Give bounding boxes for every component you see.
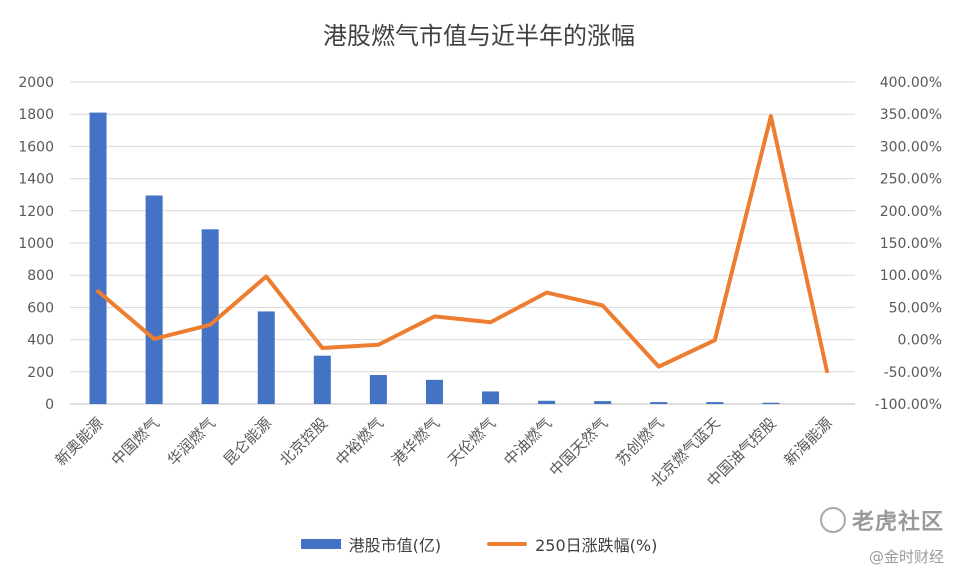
x-tick-label: 新海能源 (781, 414, 836, 469)
x-tick-label: 中油燃气 (500, 414, 555, 469)
y-right-tick-label: 350.00% (880, 107, 942, 123)
watermark-brand: 老虎社区 (819, 504, 944, 536)
y-right-tick-label: 300.00% (880, 139, 942, 155)
y-left-tick-label: 0 (45, 397, 54, 413)
line-series (96, 114, 829, 374)
legend: 港股市值(亿) 250日涨跌幅(%) (0, 532, 958, 556)
line-path (96, 114, 829, 374)
legend-label-market-cap: 港股市值(亿) (348, 536, 442, 555)
x-axis-labels: 新奥能源 中国燃气 华润燃气 昆仑能源 北京控股 中裕燃气 港华燃气 天伦燃气 中油燃气中国天然… (52, 414, 836, 490)
x-tick-label: 天伦燃气 (444, 414, 499, 469)
legend-item-change: 250日涨跌幅(%) (487, 532, 657, 556)
y-left-tick-label: 200 (27, 365, 54, 381)
bar (594, 401, 612, 404)
y-right-tick-label: -100.00% (875, 397, 942, 413)
x-tick-label: 苏创燃气 (612, 414, 667, 469)
y-right-tick-label: 250.00% (880, 172, 942, 188)
chart-title: 港股燃气市值与近半年的涨幅 (323, 22, 635, 50)
y-right-tick-label: -50.00% (884, 365, 942, 381)
y-right-tick-label: 150.00% (880, 236, 942, 252)
legend-bar-swatch (300, 539, 341, 549)
bar-series (89, 112, 780, 404)
legend-item-market-cap: 港股市值(亿) (300, 532, 442, 556)
bar (706, 402, 724, 404)
x-tick-label: 昆仑能源 (220, 414, 275, 469)
tiger-paw-icon (819, 507, 846, 533)
bar (650, 402, 668, 404)
bar (145, 195, 163, 404)
x-tick-label: 新奥能源 (52, 414, 107, 469)
bar (89, 112, 107, 404)
bar (538, 400, 556, 404)
bar (257, 311, 275, 404)
y-right-tick-label: 0.00% (898, 333, 942, 349)
y-right-tick-label: 50.00% (889, 300, 942, 316)
x-tick-label: 北京控股 (276, 414, 331, 469)
y-left-tick-label: 1800 (18, 107, 54, 123)
watermark-brand-text: 老虎社区 (851, 510, 944, 535)
watermark-author: @金时财经 (868, 548, 944, 566)
legend-label-change: 250日涨跌幅(%) (535, 536, 658, 555)
y-left-tick-label: 1600 (18, 139, 54, 155)
y-right-tick-label: 100.00% (880, 268, 942, 284)
x-tick-label: 港华燃气 (388, 414, 443, 469)
y-left-tick-label: 600 (27, 300, 54, 316)
y-right-tick-label: 400.00% (880, 75, 942, 91)
y-left-tick-label: 2000 (18, 75, 54, 91)
x-tick-label: 中国天然气 (546, 414, 612, 480)
bar (201, 229, 219, 404)
x-tick-label: 中国燃气 (108, 414, 163, 469)
y-left-tick-label: 1000 (18, 236, 54, 252)
y-left-tick-label: 800 (27, 268, 54, 284)
bar (369, 375, 387, 404)
x-tick-label: 中裕燃气 (332, 414, 387, 469)
y-right-tick-label: 200.00% (880, 204, 942, 220)
gridlines (70, 81, 855, 405)
y-axis-right: -100.00% -50.00% 0.00% 50.00% 100.00% 150.00%… (875, 75, 942, 413)
y-left-tick-label: 1400 (18, 172, 54, 188)
bar (482, 391, 500, 404)
bar (762, 402, 780, 404)
y-left-tick-label: 1200 (18, 204, 54, 220)
bar (313, 355, 331, 404)
y-left-tick-label: 400 (27, 333, 54, 349)
x-tick-label: 华润燃气 (164, 414, 219, 469)
y-axis-left: 0 200 400 600 800 1000 1200 1400 1600 1800 2000 (18, 75, 54, 413)
watermark: 老虎社区 @金时财经 (819, 504, 944, 567)
bar (425, 379, 443, 404)
legend-line-swatch (487, 542, 528, 546)
